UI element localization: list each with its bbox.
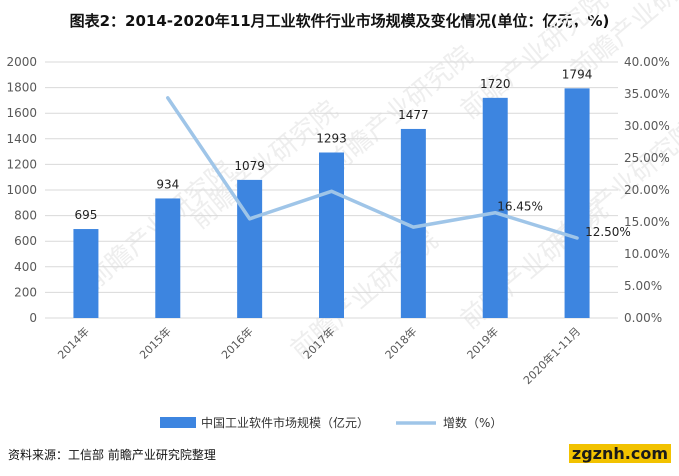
y-right-tick-label: 30.00% — [624, 119, 670, 133]
legend-bar-swatch — [160, 417, 196, 428]
y-left-tick-label: 1200 — [6, 157, 37, 171]
data-labels: 695 934 1079 1293 1477 1720 1794 16.45% 12.50% — [74, 67, 630, 239]
y-right-tick-label: 0.00% — [624, 311, 662, 325]
bar — [564, 88, 590, 318]
x-tick-label: 2016年 — [218, 324, 255, 361]
bar — [73, 229, 99, 318]
source-note: 资料来源：工信部 前瞻产业研究院整理 — [8, 448, 216, 462]
bar-value-label: 1079 — [234, 159, 265, 173]
legend: 中国工业软件市场规模（亿元） 增数（%） — [160, 415, 502, 430]
line-series — [166, 96, 579, 240]
x-tick-label: 2015年 — [136, 324, 173, 361]
legend-bar-label: 中国工业软件市场规模（亿元） — [201, 415, 369, 430]
y-right-tick-label: 35.00% — [624, 87, 670, 101]
bar — [155, 198, 181, 318]
bar-value-label: 695 — [74, 208, 97, 222]
y-left-tick-label: 800 — [14, 209, 37, 223]
y-left-tick-label: 1000 — [6, 183, 37, 197]
bar-value-label: 1720 — [480, 77, 511, 91]
y-right-tick-label: 5.00% — [624, 279, 662, 293]
bar-value-label: 934 — [156, 177, 179, 191]
bar — [237, 179, 263, 318]
y-left-tick-label: 200 — [14, 285, 37, 299]
bar — [482, 97, 508, 318]
y-left-tick-label: 1600 — [6, 106, 37, 120]
y-left-tick-label: 1800 — [6, 81, 37, 95]
y-right-tick-label: 10.00% — [624, 247, 670, 261]
line-value-label: 12.50% — [585, 225, 631, 239]
chart-title: 图表2：2014-2020年11月工业软件行业市场规模及变化情况(单位：亿元，%… — [69, 12, 610, 30]
x-tick-label: 2014年 — [55, 324, 92, 361]
line-value-label: 16.45% — [497, 200, 543, 214]
y-left-tick-label: 1400 — [6, 132, 37, 146]
y-left-tick-label: 600 — [14, 234, 37, 248]
y-right-tick-label: 20.00% — [624, 183, 670, 197]
y-right-tick-label: 15.00% — [624, 215, 670, 229]
y-right-tick-label: 40.00% — [624, 55, 670, 69]
bar-series — [73, 88, 590, 318]
watermark-site: zgznh.com — [568, 444, 671, 463]
legend-line-label: 增数（%） — [443, 415, 502, 430]
x-tick-label: 2018年 — [382, 324, 419, 361]
bar-value-label: 1477 — [398, 108, 429, 122]
y-right-tick-label: 25.00% — [624, 151, 670, 165]
growth-line — [166, 96, 579, 240]
bar — [319, 152, 344, 318]
bar-value-label: 1794 — [562, 67, 593, 81]
y-left-tick-label: 0 — [29, 311, 37, 325]
bar-value-label: 1293 — [316, 131, 347, 145]
y-left-tick-label: 2000 — [6, 55, 37, 69]
x-tick-label: 2020年1-11月 — [520, 324, 583, 387]
y-left-tick-label: 400 — [14, 260, 37, 274]
